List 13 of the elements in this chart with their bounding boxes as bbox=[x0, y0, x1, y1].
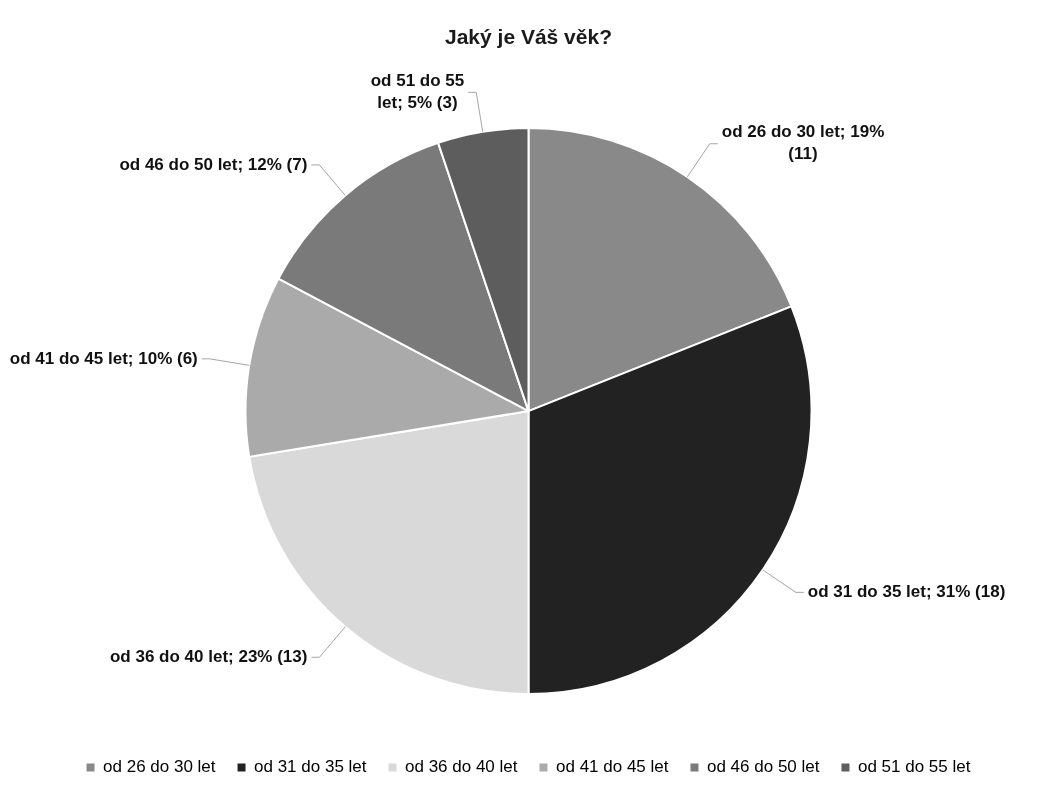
data-label: od 36 do 40 let; 23% (13) bbox=[109, 646, 308, 666]
legend-label: od 46 do 50 let bbox=[706, 757, 820, 777]
legend-label: od 51 do 55 let bbox=[857, 757, 971, 777]
data-label: od 46 do 50 let; 12% (7) bbox=[119, 154, 308, 174]
data-label: od 31 do 35 let; 31% (18) bbox=[807, 582, 1006, 602]
legend-label: od 41 do 45 let bbox=[556, 757, 669, 777]
legend-label: od 31 do 35 let bbox=[254, 757, 367, 777]
data-label: od 41 do 45 let; 10% (6) bbox=[9, 348, 198, 368]
legend-label: od 36 do 40 let bbox=[405, 757, 518, 777]
legend-label: od 26 do 30 let bbox=[103, 757, 216, 777]
data-label: od 51 do 55 let; 5% (3) bbox=[370, 71, 465, 113]
chart-title: Jaký je Váš věk? bbox=[445, 25, 612, 49]
data-label: od 26 do 30 let; 19% (11) bbox=[721, 122, 885, 164]
